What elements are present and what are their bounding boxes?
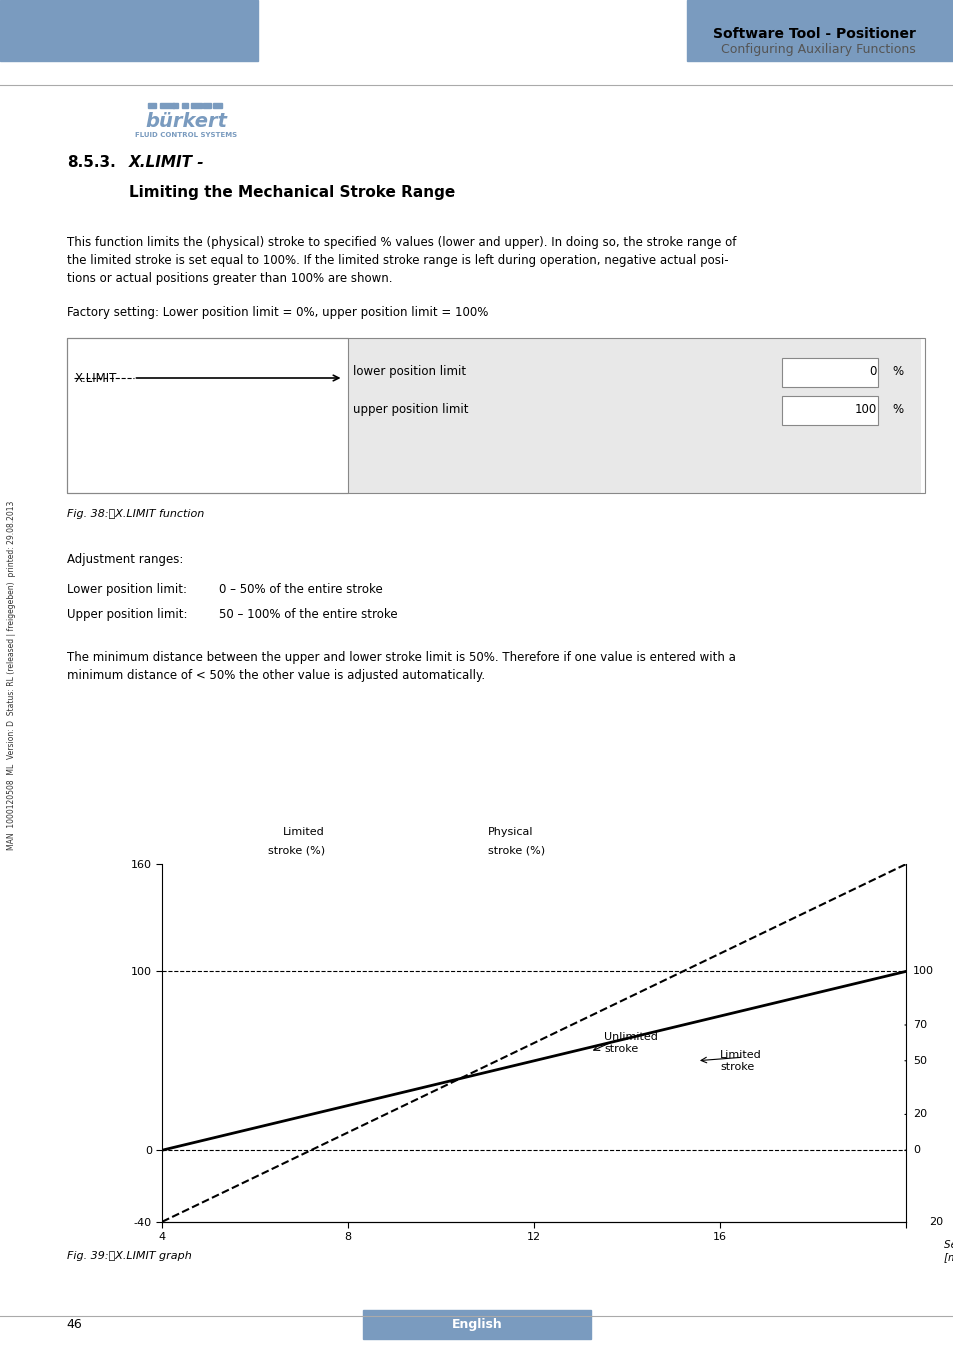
Text: X.LIMIT: X.LIMIT xyxy=(74,371,116,385)
Bar xyxy=(781,358,877,387)
Text: 100: 100 xyxy=(912,967,933,976)
Text: Lower position limit:: Lower position limit: xyxy=(67,583,187,597)
Text: Limited: Limited xyxy=(283,828,325,837)
Bar xyxy=(781,396,877,425)
Text: The minimum distance between the upper and lower stroke limit is 50%. Therefore : The minimum distance between the upper a… xyxy=(67,651,735,682)
Text: 70: 70 xyxy=(912,1021,926,1030)
Text: Set-point value
[mA] (INPUT): Set-point value [mA] (INPUT) xyxy=(943,1239,953,1262)
Text: 0: 0 xyxy=(868,364,876,378)
Bar xyxy=(0,0,257,61)
Text: 0: 0 xyxy=(912,1145,920,1156)
Text: 46: 46 xyxy=(67,1318,83,1331)
Text: Fig. 38:	X.LIMIT function: Fig. 38: X.LIMIT function xyxy=(67,509,204,518)
Text: 50: 50 xyxy=(912,1056,926,1065)
Text: stroke (%): stroke (%) xyxy=(268,845,325,855)
Bar xyxy=(67,338,348,493)
Text: Physical: Physical xyxy=(487,828,533,837)
Text: Software Tool - Positioner: Software Tool - Positioner xyxy=(712,27,915,40)
Bar xyxy=(203,103,211,108)
Text: Fig. 39:	X.LIMIT graph: Fig. 39: X.LIMIT graph xyxy=(67,1251,192,1261)
Text: Limiting the Mechanical Stroke Range: Limiting the Mechanical Stroke Range xyxy=(129,185,455,200)
Text: Upper position limit:: Upper position limit: xyxy=(67,608,187,621)
Bar xyxy=(362,1310,591,1339)
Text: Factory setting: Lower position limit = 0%, upper position limit = 100%: Factory setting: Lower position limit = … xyxy=(67,306,488,320)
Text: This function limits the (physical) stroke to specified % values (lower and uppe: This function limits the (physical) stro… xyxy=(67,236,736,285)
Bar xyxy=(67,338,348,493)
Text: Limited
stroke: Limited stroke xyxy=(720,1050,761,1072)
Text: bürkert: bürkert xyxy=(145,112,227,131)
Text: 20: 20 xyxy=(928,1216,943,1227)
Bar xyxy=(172,103,178,108)
Bar xyxy=(686,0,953,61)
Text: English: English xyxy=(451,1318,502,1331)
Text: MAN  1000120508  ML  Version: D  Status: RL (released | freigegeben)  printed: 2: MAN 1000120508 ML Version: D Status: RL … xyxy=(7,501,16,849)
Bar xyxy=(781,358,877,387)
Text: lower position limit: lower position limit xyxy=(353,364,466,378)
Bar xyxy=(148,103,155,108)
Text: X.LIMIT -: X.LIMIT - xyxy=(129,155,204,170)
Bar xyxy=(348,338,920,493)
Bar xyxy=(182,103,188,108)
Bar xyxy=(191,103,202,108)
Text: 50 – 100% of the entire stroke: 50 – 100% of the entire stroke xyxy=(219,608,397,621)
Text: Configuring Auxiliary Functions: Configuring Auxiliary Functions xyxy=(720,43,915,57)
Text: stroke (%): stroke (%) xyxy=(487,845,544,855)
Text: 20: 20 xyxy=(912,1110,926,1119)
Text: %: % xyxy=(891,364,902,378)
Text: upper position limit: upper position limit xyxy=(353,402,468,416)
Bar xyxy=(213,103,222,108)
Text: 100: 100 xyxy=(854,402,876,416)
Text: 0 – 50% of the entire stroke: 0 – 50% of the entire stroke xyxy=(219,583,383,597)
Text: FLUID CONTROL SYSTEMS: FLUID CONTROL SYSTEMS xyxy=(134,132,237,138)
Bar xyxy=(67,338,924,493)
Text: 8.5.3.: 8.5.3. xyxy=(67,155,115,170)
Bar xyxy=(781,396,877,425)
Text: Adjustment ranges:: Adjustment ranges: xyxy=(67,554,183,567)
Text: Unlimited
stroke: Unlimited stroke xyxy=(603,1031,658,1053)
Text: %: % xyxy=(891,402,902,416)
Bar xyxy=(160,103,173,108)
